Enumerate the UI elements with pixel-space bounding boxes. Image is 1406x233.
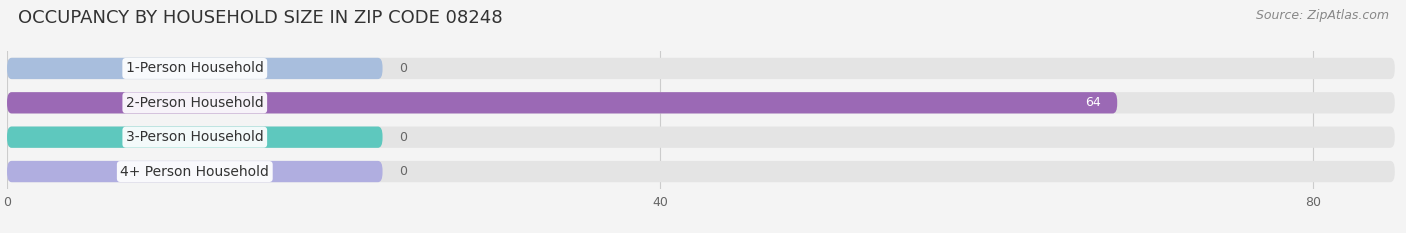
- FancyBboxPatch shape: [7, 161, 382, 182]
- Text: 0: 0: [399, 165, 406, 178]
- FancyBboxPatch shape: [7, 127, 1395, 148]
- Text: 0: 0: [399, 131, 406, 144]
- Text: 2-Person Household: 2-Person Household: [127, 96, 264, 110]
- FancyBboxPatch shape: [7, 92, 1395, 113]
- FancyBboxPatch shape: [7, 58, 1395, 79]
- Text: 0: 0: [399, 62, 406, 75]
- Text: 4+ Person Household: 4+ Person Household: [121, 164, 269, 178]
- Text: 1-Person Household: 1-Person Household: [127, 62, 264, 75]
- Text: Source: ZipAtlas.com: Source: ZipAtlas.com: [1256, 9, 1389, 22]
- Text: 3-Person Household: 3-Person Household: [127, 130, 264, 144]
- FancyBboxPatch shape: [7, 161, 1395, 182]
- Text: OCCUPANCY BY HOUSEHOLD SIZE IN ZIP CODE 08248: OCCUPANCY BY HOUSEHOLD SIZE IN ZIP CODE …: [18, 9, 503, 27]
- Text: 64: 64: [1085, 96, 1101, 109]
- FancyBboxPatch shape: [7, 92, 1118, 113]
- FancyBboxPatch shape: [7, 127, 382, 148]
- FancyBboxPatch shape: [7, 58, 382, 79]
